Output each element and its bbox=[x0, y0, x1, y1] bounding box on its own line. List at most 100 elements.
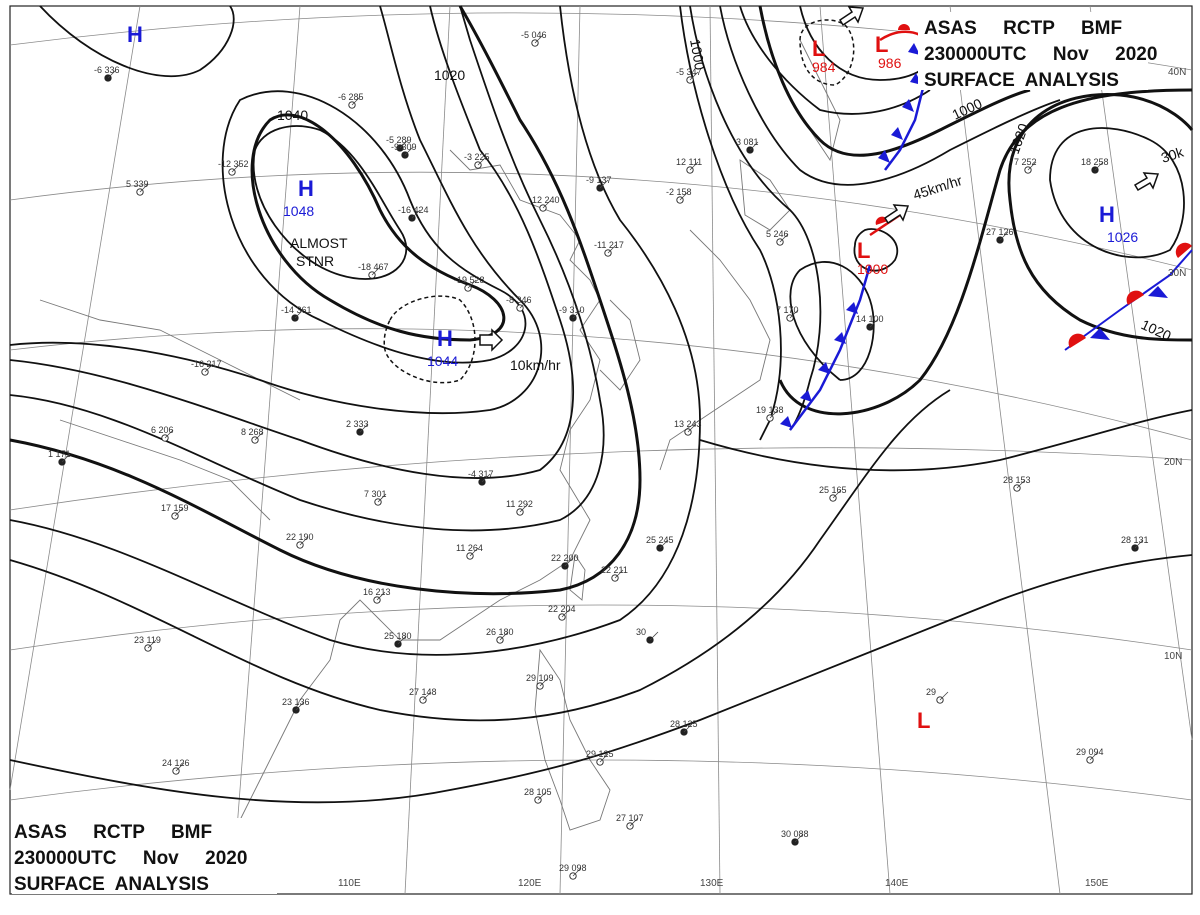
low-center-986: L bbox=[875, 32, 888, 57]
low-center-1000-value: 1000 bbox=[857, 261, 888, 277]
wind-barb bbox=[537, 791, 547, 801]
isobar-1016-east bbox=[699, 409, 1193, 472]
wind-barb bbox=[572, 309, 582, 319]
wind-barb bbox=[376, 591, 386, 601]
station-value: 11 264 bbox=[456, 543, 483, 553]
station-value: 22 200 bbox=[551, 553, 579, 563]
station-value: 14 100 bbox=[856, 314, 884, 324]
motion-arrow-top bbox=[838, 6, 865, 27]
wind-barb bbox=[769, 409, 779, 419]
coastlines bbox=[39, 39, 841, 861]
station-value: 30 088 bbox=[781, 829, 809, 839]
footer-line-1: ASAS RCTP BMF bbox=[14, 822, 212, 843]
wind-barb bbox=[689, 71, 699, 81]
station-value: 22 190 bbox=[286, 532, 314, 542]
wind-barb bbox=[1089, 751, 1099, 761]
station-value: -3 225 bbox=[464, 152, 490, 162]
wind-barb bbox=[869, 318, 879, 328]
motion-arrow-high bbox=[479, 328, 504, 352]
wind-barb bbox=[659, 539, 669, 549]
lon-label-120e: 120E bbox=[518, 878, 542, 889]
station-value: -5 289 bbox=[386, 135, 412, 145]
station-value: 17 159 bbox=[161, 503, 189, 513]
wind-barb bbox=[377, 493, 387, 503]
japan-coast bbox=[659, 229, 771, 471]
footer-line-3: SURFACE ANALYSIS bbox=[14, 874, 209, 895]
cold-front-teeth bbox=[780, 302, 858, 428]
korea-coast bbox=[599, 299, 641, 391]
lon-label-150e: 150E bbox=[1085, 878, 1109, 889]
wind-barb bbox=[371, 266, 381, 276]
wind-barb bbox=[561, 608, 571, 618]
isobar-top-left bbox=[39, 5, 235, 78]
station-value: 12 111 bbox=[676, 157, 702, 167]
wind-barb bbox=[649, 631, 659, 641]
isobar-label-1020-north: 1020 bbox=[434, 67, 465, 83]
wind-barb bbox=[174, 507, 184, 517]
station-value: -19 528 bbox=[454, 275, 485, 285]
low-center-986-value: 986 bbox=[878, 55, 902, 71]
station-value: 25 180 bbox=[384, 631, 412, 641]
station-value: 29 098 bbox=[559, 863, 587, 873]
wind-barb bbox=[564, 557, 574, 567]
isobar-secondary-low-1000 bbox=[853, 228, 898, 272]
wind-barb bbox=[175, 762, 185, 772]
wind-barb bbox=[499, 631, 509, 641]
station-value: 5 339 bbox=[126, 179, 149, 189]
station-value: 6 206 bbox=[151, 425, 174, 435]
wind-barb bbox=[351, 96, 361, 106]
wind-barb bbox=[294, 309, 304, 319]
low-center-1000: L bbox=[857, 238, 870, 263]
wind-barb bbox=[519, 503, 529, 513]
lat-label-10n: 10N bbox=[1164, 651, 1182, 662]
wind-barb bbox=[477, 156, 487, 166]
wind-barb bbox=[599, 179, 609, 189]
high-center-mongolia-value: 1044 bbox=[427, 353, 458, 369]
station-value: 26 180 bbox=[486, 627, 514, 637]
station-value: -11 217 bbox=[594, 240, 624, 250]
station-value: 28 131 bbox=[1121, 535, 1149, 545]
wind-barb bbox=[794, 833, 804, 843]
isobar-1000-low bbox=[758, 5, 1031, 157]
station-value: 22 211 bbox=[601, 565, 628, 575]
annotation-motion-high: 10km/hr bbox=[510, 357, 561, 373]
wind-barb bbox=[397, 635, 407, 645]
station-value: -6 285 bbox=[338, 92, 364, 102]
wind-barb bbox=[832, 489, 842, 499]
wind-barb bbox=[295, 701, 305, 711]
wind-barb bbox=[422, 691, 432, 701]
high-center-topleft: H bbox=[127, 22, 143, 47]
isobar-label-1020-east: 1020 bbox=[1006, 121, 1032, 156]
station-value: -12 240 bbox=[529, 195, 560, 205]
wind-barb bbox=[629, 817, 639, 827]
stationary-front-symbols bbox=[1068, 242, 1192, 348]
isobar-label-1000-east: 1000 bbox=[950, 95, 985, 123]
station-value: 5 246 bbox=[766, 229, 789, 239]
motion-arrows bbox=[479, 6, 1160, 352]
station-value: -16 424 bbox=[398, 205, 429, 215]
station-value: 19 138 bbox=[756, 405, 784, 415]
wind-barb bbox=[139, 183, 149, 193]
station-value: -8 346 bbox=[506, 295, 532, 305]
wind-barb bbox=[687, 423, 697, 433]
isobar-1008 bbox=[679, 5, 782, 441]
lon-label-140e: 140E bbox=[885, 878, 909, 889]
low-center-tropical: L bbox=[917, 708, 930, 733]
station-value: 2 333 bbox=[346, 419, 369, 429]
lat-label-40n: 40N bbox=[1168, 67, 1186, 78]
station-value: 8 268 bbox=[241, 427, 264, 437]
isobar-1028 bbox=[9, 5, 575, 479]
high-center-pacific: H bbox=[1099, 202, 1115, 227]
station-value: 23 119 bbox=[134, 635, 161, 645]
station-value: 27 148 bbox=[409, 687, 437, 697]
wind-barb bbox=[1027, 161, 1037, 171]
station-value: -5 347 bbox=[676, 67, 702, 77]
station-value: 29 125 bbox=[586, 749, 614, 759]
station-value: -2 158 bbox=[666, 187, 692, 197]
wind-barb bbox=[614, 569, 624, 579]
annotation-motion-east: 30k bbox=[1159, 143, 1186, 166]
wind-barb bbox=[939, 691, 949, 701]
station-value: 24 126 bbox=[162, 758, 190, 768]
wind-barb bbox=[481, 473, 491, 483]
